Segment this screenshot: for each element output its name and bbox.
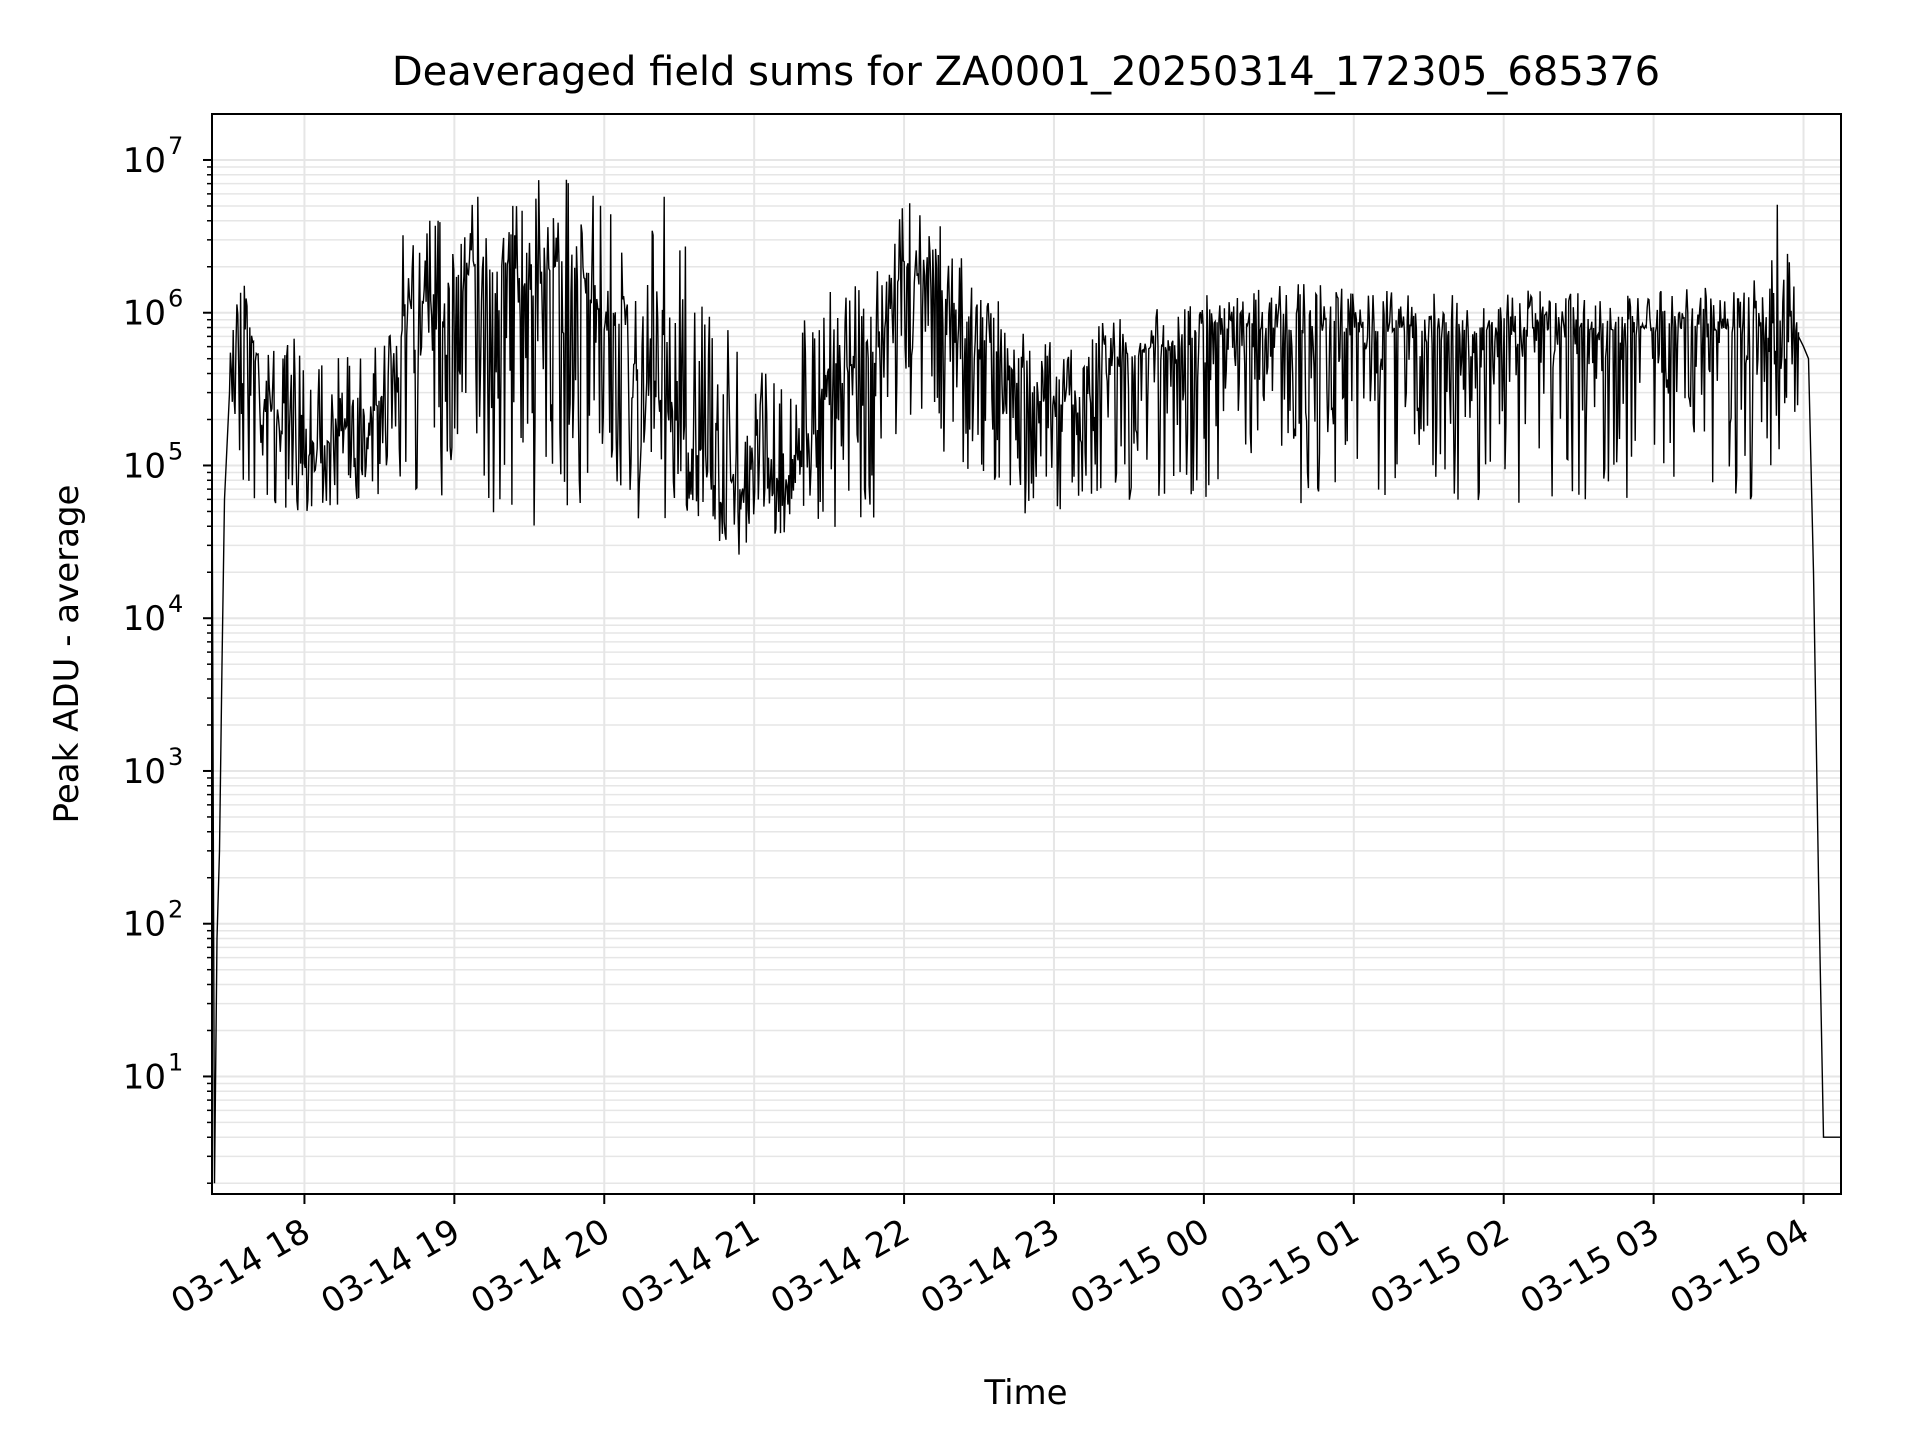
y-tick-exponent: 6 bbox=[168, 285, 183, 313]
plot-frame bbox=[212, 114, 1841, 1194]
y-tick-label: 10 bbox=[123, 141, 166, 181]
x-tick-label: 03-15 04 bbox=[1664, 1211, 1816, 1322]
x-tick-label: 03-15 03 bbox=[1514, 1211, 1666, 1322]
grid-lines bbox=[212, 114, 1841, 1194]
y-tick-label: 10 bbox=[123, 752, 166, 792]
y-tick-label: 10 bbox=[123, 905, 166, 945]
x-axis-label: Time bbox=[983, 1373, 1067, 1413]
x-tick-label: 03-14 18 bbox=[165, 1211, 317, 1322]
x-tick-label: 03-14 22 bbox=[764, 1211, 916, 1322]
data-layer bbox=[212, 180, 1841, 1183]
x-tick-label: 03-14 19 bbox=[314, 1211, 466, 1322]
y-tick-label: 10 bbox=[123, 1057, 166, 1097]
y-tick-label: 10 bbox=[123, 446, 166, 486]
y-tick-exponent: 5 bbox=[168, 437, 183, 465]
y-tick-label: 10 bbox=[123, 294, 166, 334]
series-line bbox=[212, 180, 1841, 1183]
y-tick-label: 10 bbox=[123, 599, 166, 639]
y-tick-exponent: 4 bbox=[168, 590, 183, 618]
y-tick-exponent: 7 bbox=[168, 132, 183, 160]
y-axis-label: Peak ADU - average bbox=[47, 485, 87, 824]
x-tick-label: 03-14 20 bbox=[464, 1211, 616, 1322]
x-tick-label: 03-14 23 bbox=[914, 1211, 1066, 1322]
chart-title: Deaveraged field sums for ZA0001_2025031… bbox=[392, 49, 1660, 95]
x-tick-label: 03-14 21 bbox=[614, 1211, 766, 1322]
y-tick-exponent: 1 bbox=[168, 1048, 183, 1076]
y-tick-exponent: 2 bbox=[168, 896, 183, 924]
x-tick-label: 03-15 00 bbox=[1064, 1211, 1216, 1322]
x-tick-label: 03-15 02 bbox=[1364, 1211, 1516, 1322]
y-tick-exponent: 3 bbox=[168, 743, 183, 771]
x-tick-label: 03-15 01 bbox=[1214, 1211, 1366, 1322]
